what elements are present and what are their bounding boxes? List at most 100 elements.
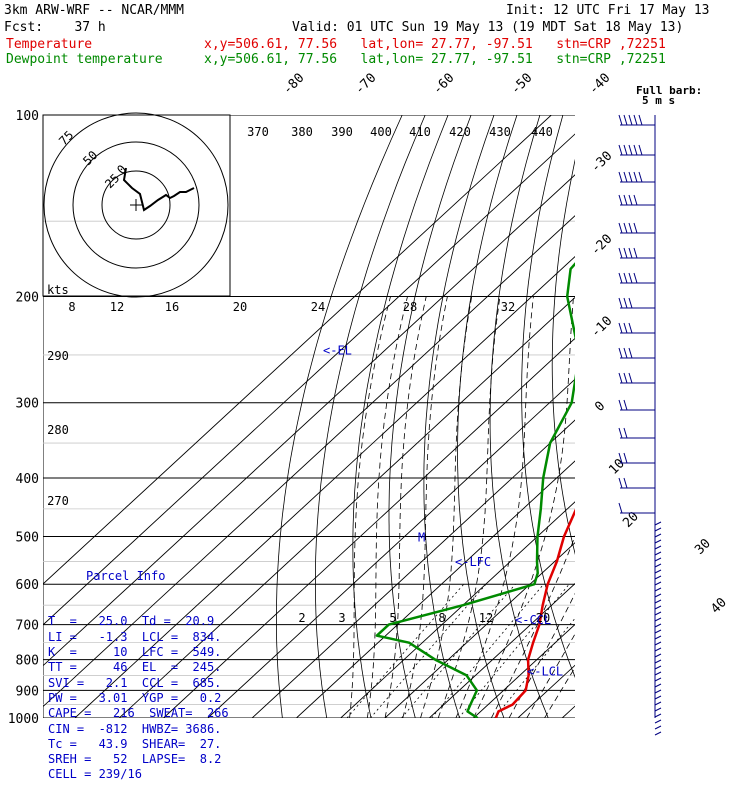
dry-adiabat-line [353,115,448,731]
wind-barb-flag [624,115,627,125]
dry-adiabat-label: 420 [449,125,471,139]
wind-barb-flag [619,428,622,438]
hodograph-ring-label: 0 [114,162,129,177]
wind-barb-flag [624,172,627,182]
wind-barb-flag [655,642,661,645]
pressure-tick-label: 700 [16,619,39,634]
moist-adiabat-line [527,297,733,719]
dry-adiabat-line [639,115,740,731]
wind-barb-flag [655,702,661,705]
parcel-info-row: TT = 46 EL = 245. [48,660,240,675]
parcel-info-row: CAPE = 216 SWEAT= 266 [48,706,240,721]
moist-adiabat-label: 32 [501,300,515,314]
dry-adiabat-label: 380 [291,125,313,139]
dry-adiabat-line [315,115,425,731]
wind-barb-flag [624,248,627,258]
pressure-tick-label: 800 [16,654,39,669]
wind-barb [619,428,655,438]
mixing-ratio-line [347,584,464,718]
wind-barb-flag [634,248,637,258]
dry-adiabat-label: 410 [409,125,431,139]
pressure-tick-label: 1000 [8,712,39,727]
parcel-info-row: CIN = -812 HWBZ= 3686. [48,722,240,737]
wind-barb-flag [655,660,661,663]
dry-adiabat-label: 430 [489,125,511,139]
pressure-tick-label: 400 [16,472,39,487]
pressure-tick-label: 200 [16,291,39,306]
wind-barb-flag [619,373,622,383]
hodograph-unit-label: kts [47,283,69,297]
pressure-tick-label: 300 [16,397,39,412]
dry-adiabat-line [552,115,643,731]
wind-barb-flag [624,298,627,308]
wind-barb-flag [655,672,661,675]
hodograph-ring-label: 75 [56,128,76,148]
wind-barb-flag [639,172,642,182]
moist-adiabat-line [385,297,426,719]
wind-barb-flag [655,624,661,627]
wind-legend-unit: 5 m s [642,94,675,107]
wind-barb-flag [624,453,627,463]
dry-adiabat-label: 280 [47,423,69,437]
wind-barb-flag [619,195,622,205]
wind-barb-flag [619,348,622,358]
mixing-ratio-line [432,584,544,718]
dry-adiabat-label: 290 [47,349,69,363]
wind-barb-flag [655,558,661,561]
pressure-tick-label: 100 [16,109,39,124]
wind-barb [619,145,655,155]
wind-barb-flag [655,570,661,573]
level-marker-label: M [418,530,425,544]
dry-adiabat-line [611,115,734,731]
wind-barb-flag [624,145,627,155]
parcel-info-row: T = 25.0 Td = 20.9 [48,614,240,629]
wind-barb-flag [629,323,632,333]
dry-adiabat-label: 400 [370,125,392,139]
wind-barb-flag [619,145,622,155]
parcel-info-title: Parcel Info [48,569,240,584]
moist-adiabat-label: 20 [233,300,247,314]
wind-barb-flag [655,522,661,525]
wind-barb [619,453,655,463]
wind-barb-flag [629,195,632,205]
wind-barb-flag [655,708,661,711]
moist-adiabat-label: 12 [110,300,124,314]
level-marker-label: <-CCL [515,613,551,627]
dry-adiabat-line [692,115,740,731]
wind-barb-flag [629,223,632,233]
wind-barb-flag [655,600,661,603]
parcel-info-row: SVI = 2.1 CCL = 685. [48,676,240,691]
wind-barb-flag [655,654,661,657]
wind-barb [619,373,655,383]
wind-barb-flag [629,348,632,358]
moist-adiabat-line [350,297,391,719]
isotherm-label: -30 [588,149,615,176]
wind-barb-flag [629,115,632,125]
dry-adiabat-line [718,115,740,731]
wind-barb-flag [655,552,661,555]
pressure-tick-label: 600 [16,578,39,593]
mixing-ratio-label: 5 [389,611,396,625]
wind-barb [619,248,655,258]
isotherm-label: -80 [280,71,307,98]
parcel-info-row: K = 10 LFC = 549. [48,645,240,660]
wind-barb-flag [619,503,622,513]
wind-barb-flag [619,298,622,308]
wind-barb-flag [619,478,622,488]
wind-barb [619,273,655,283]
wind-barb-flag [619,248,622,258]
wind-barb-flag [655,636,661,639]
moist-adiabat-label: 16 [165,300,179,314]
wind-barbs: Full barb:5 m s [619,84,702,735]
moist-adiabat-label: 28 [403,300,417,314]
wind-barb-flag [624,400,627,410]
moist-adiabat-label: 24 [311,300,325,314]
isotherm-line [208,115,740,718]
parcel-info-row: SREH = 52 LAPSE= 8.2 [48,752,240,767]
dry-adiabat-label: 370 [247,125,269,139]
wind-barb-flag [655,534,661,537]
wind-barb-flag [655,528,661,531]
isotherm-label: 20 [620,509,642,531]
wind-barb-flag [655,588,661,591]
